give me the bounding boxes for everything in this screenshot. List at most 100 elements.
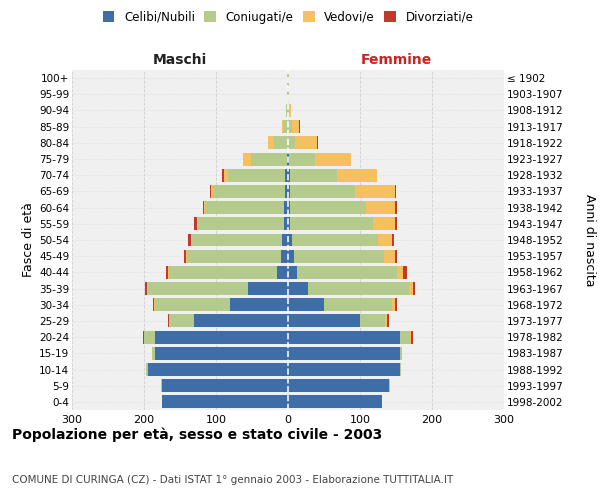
Bar [244,152,251,166]
Bar [162,379,288,392]
Bar [194,218,197,230]
Bar [395,185,396,198]
Bar [373,218,395,230]
Bar [268,136,274,149]
Bar [162,396,288,408]
Text: Popolazione per età, sesso e stato civile - 2003: Popolazione per età, sesso e stato civil… [12,428,382,442]
Bar [224,169,227,181]
Bar [284,201,288,214]
Bar [395,201,397,214]
Bar [222,169,224,181]
Bar [384,250,395,262]
Y-axis label: Anni di nascita: Anni di nascita [583,194,596,286]
Bar [288,363,400,376]
Bar [308,282,409,295]
Bar [166,266,169,279]
Y-axis label: Fasce di età: Fasce di età [22,202,35,278]
Bar [289,104,291,117]
Bar [288,218,290,230]
Bar [385,314,386,328]
Bar [288,396,382,408]
Text: COMUNE DI CURINGA (CZ) - Dati ISTAT 1° gennaio 2003 - Elaborazione TUTTITALIA.IT: COMUNE DI CURINGA (CZ) - Dati ISTAT 1° g… [12,475,453,485]
Bar [288,72,289,85]
Bar [287,152,288,166]
Bar [227,169,285,181]
Bar [281,120,283,133]
Bar [152,298,154,311]
Bar [288,234,292,246]
Bar [392,298,395,311]
Bar [386,314,389,328]
Bar [277,266,288,279]
Bar [409,282,413,295]
Text: Femmine: Femmine [361,53,431,67]
Bar [288,314,360,328]
Bar [288,88,289,101]
Bar [281,250,288,262]
Bar [290,218,373,230]
Bar [288,379,389,392]
Bar [248,282,288,295]
Bar [285,169,288,181]
Bar [290,201,366,214]
Bar [154,298,155,311]
Bar [191,234,192,246]
Bar [152,347,155,360]
Bar [337,169,377,181]
Bar [360,314,385,328]
Bar [314,152,350,166]
Bar [155,347,288,360]
Bar [413,282,415,295]
Bar [288,330,400,344]
Bar [395,298,397,311]
Bar [184,250,187,262]
Bar [288,250,294,262]
Bar [288,298,324,311]
Bar [251,152,287,166]
Bar [204,201,205,214]
Bar [197,218,198,230]
Bar [324,298,392,311]
Bar [155,298,230,311]
Bar [290,169,337,181]
Bar [192,234,282,246]
Bar [147,282,148,295]
Bar [213,185,285,198]
Bar [288,282,308,295]
Bar [284,218,288,230]
Bar [188,234,191,246]
Bar [290,185,355,198]
Bar [296,266,397,279]
Bar [148,363,288,376]
Bar [145,282,147,295]
Bar [294,250,384,262]
Bar [378,234,392,246]
Bar [392,234,394,246]
Bar [169,266,277,279]
Legend: Celibi/Nubili, Coniugati/e, Vedovi/e, Divorziati/e: Celibi/Nubili, Coniugati/e, Vedovi/e, Di… [100,8,476,26]
Bar [169,314,194,328]
Bar [400,363,401,376]
Text: Maschi: Maschi [153,53,207,67]
Bar [286,104,288,117]
Bar [288,347,400,360]
Bar [288,152,289,166]
Bar [411,330,413,344]
Bar [395,218,397,230]
Bar [144,330,155,344]
Bar [292,234,378,246]
Bar [283,120,288,133]
Bar [288,120,292,133]
Bar [400,347,403,360]
Bar [205,201,284,214]
Bar [287,72,288,85]
Bar [285,185,288,198]
Bar [292,120,299,133]
Bar [143,330,144,344]
Bar [288,169,290,181]
Bar [211,185,213,198]
Bar [198,218,284,230]
Bar [155,330,288,344]
Bar [355,185,395,198]
Bar [282,234,288,246]
